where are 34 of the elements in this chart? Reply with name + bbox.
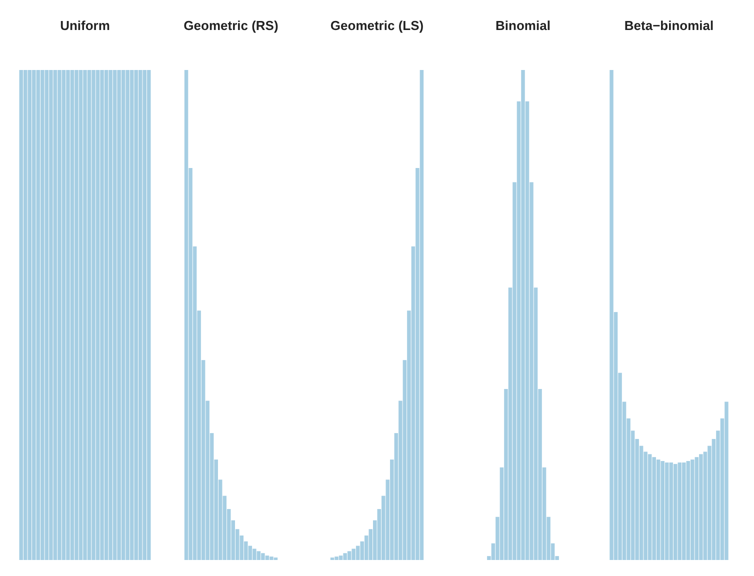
bar — [724, 402, 728, 560]
bar — [347, 551, 352, 560]
bar — [356, 546, 360, 560]
chart-title: Geometric (LS) — [330, 18, 424, 33]
bar — [521, 70, 525, 560]
chart-title: Geometric (RS) — [184, 18, 278, 33]
bar — [648, 454, 652, 560]
bar — [699, 454, 703, 560]
bar — [338, 556, 343, 560]
bar — [690, 460, 694, 560]
bar — [352, 548, 356, 560]
chart-title: Binomial — [496, 18, 550, 33]
bar — [252, 548, 256, 560]
bar — [261, 553, 265, 560]
chart-title: Uniform — [60, 18, 110, 33]
bar — [343, 553, 347, 560]
bar — [248, 546, 252, 560]
bar — [334, 556, 338, 560]
bar — [660, 461, 664, 560]
bar — [678, 462, 682, 560]
bar — [652, 457, 656, 560]
bar — [610, 70, 614, 560]
bar — [656, 460, 660, 560]
bar — [674, 464, 678, 560]
chart-title: Beta−binomial — [624, 18, 714, 33]
bar — [270, 556, 274, 560]
bar — [256, 551, 261, 560]
bar — [265, 556, 270, 560]
bar — [682, 462, 686, 560]
bar — [420, 70, 424, 560]
bar — [664, 462, 669, 560]
bar — [686, 461, 690, 560]
bar — [184, 70, 188, 560]
bar — [694, 457, 699, 560]
